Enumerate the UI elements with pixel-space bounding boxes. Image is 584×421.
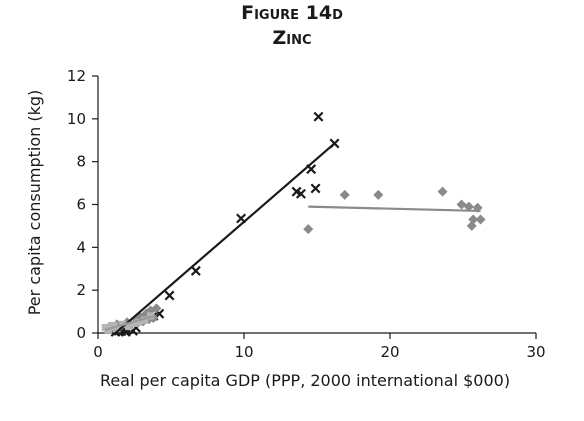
data-point-stroke xyxy=(291,186,302,197)
x-tick-label: 30 xyxy=(526,343,545,361)
y-tick-label: 2 xyxy=(76,281,86,299)
data-point xyxy=(437,186,448,197)
trendline-x xyxy=(114,142,336,334)
chart-subtitle: Zinc xyxy=(272,27,312,49)
y-tick-label: 10 xyxy=(67,110,86,128)
data-point xyxy=(310,183,321,194)
data-point xyxy=(373,189,384,200)
data-point-stroke xyxy=(236,213,247,224)
data-point xyxy=(190,265,201,276)
y-axis: 0 2 4 6 8 10 12 xyxy=(67,67,99,342)
data-point xyxy=(313,111,324,122)
data-point xyxy=(135,318,143,326)
trendline-square xyxy=(105,314,156,331)
data-point xyxy=(151,303,162,314)
data-point xyxy=(125,322,133,331)
y-tick-label: 6 xyxy=(76,196,86,214)
chart-title: Figure 14d xyxy=(241,2,343,24)
x-tick-label: 10 xyxy=(234,343,253,361)
data-point xyxy=(339,189,350,200)
data-point xyxy=(164,290,175,301)
y-tick-label: 12 xyxy=(67,67,86,85)
data-point xyxy=(303,224,314,235)
y-tick-label: 0 xyxy=(76,324,86,342)
data-point xyxy=(456,199,467,210)
data-point-stroke xyxy=(190,265,201,276)
trendline-diamond xyxy=(308,205,481,213)
y-tick-label: 4 xyxy=(76,238,86,256)
data-point-stroke xyxy=(310,183,321,194)
y-axis-label: Per capita consumption (kg) xyxy=(25,90,44,316)
data-point xyxy=(475,214,486,225)
y-tick-label: 8 xyxy=(76,153,86,171)
data-point xyxy=(146,312,155,320)
data-point-stroke xyxy=(164,290,175,301)
data-point xyxy=(113,325,121,333)
data-point-stroke xyxy=(295,188,306,199)
series-layer xyxy=(101,111,486,337)
data-point-stroke xyxy=(313,111,324,122)
data-point-stroke xyxy=(306,164,317,175)
series-x xyxy=(110,111,340,337)
data-point xyxy=(468,214,479,225)
data-point xyxy=(295,188,306,199)
x-tick-label: 20 xyxy=(380,343,399,361)
data-point xyxy=(130,319,139,327)
x-axis: 0 10 20 30 xyxy=(93,332,546,361)
x-axis-label: Real per capita GDP (PPP, 2000 internati… xyxy=(100,371,510,390)
x-tick-label: 0 xyxy=(93,343,103,361)
data-point xyxy=(141,316,149,324)
data-point xyxy=(463,201,474,212)
